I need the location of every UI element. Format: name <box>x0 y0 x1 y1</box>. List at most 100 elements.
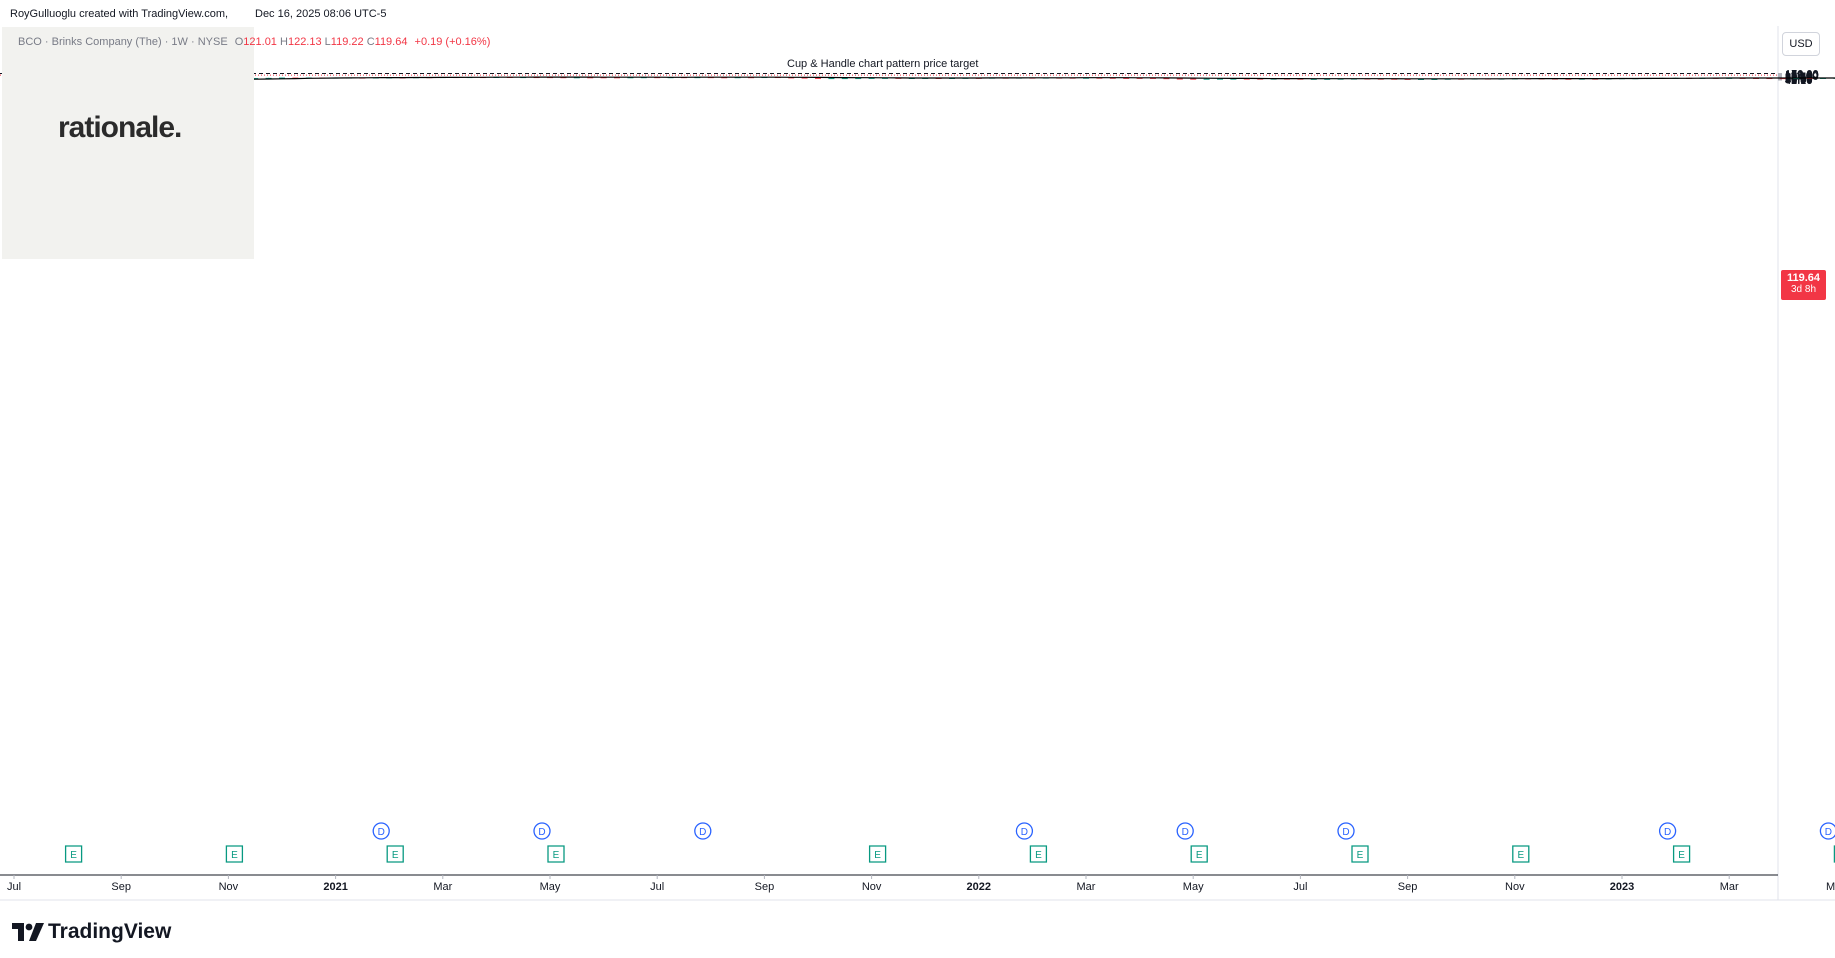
earnings-marker <box>386 845 404 863</box>
top-bar: RoyGulluoglu created with TradingView.co… <box>0 0 1835 26</box>
candle-body <box>1310 78 1317 80</box>
earnings-marker-label: E <box>1678 850 1685 861</box>
earnings-marker-label: E <box>1196 850 1203 861</box>
change-value: +0.19 (+0.16%) <box>414 36 491 48</box>
earnings-marker <box>1512 845 1530 863</box>
dividend-marker-label: D <box>1664 827 1671 838</box>
candle-body <box>1404 78 1411 80</box>
earnings-marker-label: E <box>231 850 238 861</box>
candle-body <box>587 77 594 79</box>
earnings-marker-label: E <box>1357 850 1364 861</box>
dividend-marker <box>694 822 712 840</box>
candle-body <box>1257 78 1264 80</box>
earnings-marker <box>64 845 83 863</box>
earnings-marker <box>1672 845 1691 863</box>
currency-button[interactable]: USD <box>1782 32 1820 56</box>
candle-body <box>1324 78 1331 80</box>
candle-body <box>1136 77 1143 79</box>
x-tick-label: Mar <box>1077 881 1096 893</box>
x-tick-label: May <box>540 881 561 893</box>
x-tick-label: Nov <box>1505 881 1525 893</box>
x-tick-label: 2022 <box>967 881 991 893</box>
candle-body <box>1150 77 1156 79</box>
candle-body <box>1243 78 1250 80</box>
earnings-marker-label: E <box>1035 850 1042 861</box>
moving-average-line <box>13 76 1835 81</box>
dividend-marker <box>1658 822 1677 840</box>
x-tick-label: Sep <box>1398 881 1418 893</box>
x-tick-label: Mar <box>433 881 452 893</box>
dividend-marker <box>1176 822 1194 840</box>
candle-body <box>1230 78 1237 80</box>
candle-body <box>1123 77 1130 79</box>
earnings-marker <box>225 845 244 863</box>
y-tick-label: 99.50 <box>1785 71 1813 83</box>
candle-body <box>1176 78 1183 80</box>
bar-countdown: 3d 8h <box>1790 284 1817 295</box>
x-tick-label: 2023 <box>1610 881 1634 893</box>
dividend-marker-label: D <box>538 827 545 838</box>
x-tick-label: Sep <box>755 881 775 893</box>
open-value: 121.01 <box>243 36 277 48</box>
y-tick-label: 58.50 <box>1785 74 1813 86</box>
dividend-marker <box>1819 822 1835 840</box>
last-price-value: 119.64 <box>1786 272 1821 284</box>
candle-body <box>841 78 848 80</box>
earnings-marker <box>868 845 887 863</box>
y-tick-label: 65.50 <box>1785 73 1813 85</box>
x-tick-label: Jul <box>1293 881 1307 893</box>
candle-body <box>1418 78 1424 80</box>
symbol-legend[interactable]: BCO · Brinks Company (The) · 1W · NYSE O… <box>18 36 491 48</box>
earnings-marker <box>1029 845 1048 863</box>
dividend-marker-label: D <box>1825 827 1832 838</box>
y-tick-label: 55.50 <box>1785 74 1813 86</box>
earnings-marker <box>1190 845 1208 863</box>
x-tick-label: Nov <box>862 881 882 893</box>
candle-body <box>815 77 821 79</box>
price-target-label: Cup & Handle chart pattern price target <box>787 58 979 70</box>
candle-body <box>1203 78 1210 80</box>
x-tick-label: Jul <box>7 881 21 893</box>
logo-panel: rationale. <box>2 27 254 259</box>
earnings-marker-label: E <box>874 850 881 861</box>
candle-body <box>1565 78 1572 80</box>
high-value: 122.13 <box>287 36 322 48</box>
x-tick-label: Jul <box>650 881 664 893</box>
earnings-marker <box>547 845 565 863</box>
candle-body <box>868 77 875 79</box>
dividend-marker-label: D <box>1182 827 1189 838</box>
y-tick-label: 93.50 <box>1785 71 1813 83</box>
dividend-marker <box>1015 822 1034 840</box>
candle-body <box>265 77 272 79</box>
candle-body <box>614 77 620 79</box>
y-tick-label: 104.50 <box>1785 71 1819 83</box>
candle-body <box>801 77 808 79</box>
rationale-logo: rationale. <box>58 111 182 144</box>
candle-body <box>279 77 285 79</box>
x-tick-label: May <box>1826 881 1835 893</box>
dividend-marker <box>533 822 551 840</box>
earnings-marker-label: E <box>1517 850 1524 861</box>
earnings-marker <box>1351 845 1369 863</box>
candle-body <box>573 77 580 79</box>
y-tick-label: 170.00 <box>1785 69 1819 81</box>
low-value: 119.22 <box>330 36 364 48</box>
x-tick-label: Sep <box>111 881 131 893</box>
snapshot-date: Dec 16, 2025 08:06 UTC-5 <box>255 8 387 20</box>
dividend-marker <box>1337 822 1355 840</box>
creator-credit: RoyGulluoglu created with TradingView.co… <box>10 8 229 20</box>
tradingview-brand[interactable]: TradingView <box>12 920 171 944</box>
candle-body <box>252 78 259 80</box>
x-tick-label: Mar <box>1720 881 1739 893</box>
symbol-title[interactable]: BCO · Brinks Company (The) · 1W · NYSE <box>18 36 228 48</box>
y-tick-label: 52.50 <box>1785 74 1813 86</box>
candle-body <box>1431 78 1438 80</box>
y-tick-label: 61.50 <box>1785 73 1813 85</box>
dividend-marker-label: D <box>1342 827 1349 838</box>
x-tick-label: May <box>1183 881 1204 893</box>
earnings-marker-label: E <box>392 850 399 861</box>
earnings-marker-label: E <box>70 850 77 861</box>
y-tick-label: 50.00 <box>1785 74 1813 86</box>
candle-body <box>1779 78 1786 80</box>
